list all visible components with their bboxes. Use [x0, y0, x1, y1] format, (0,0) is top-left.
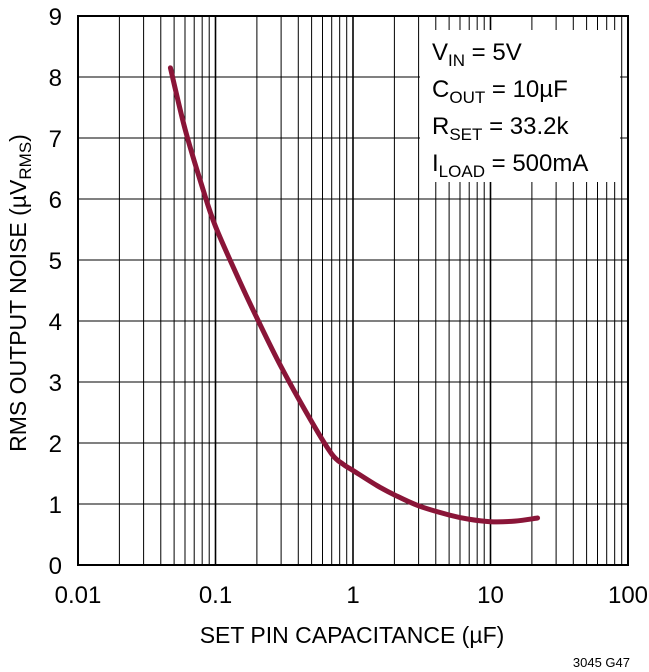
annotation-rset: RSET = 33.2k — [432, 113, 569, 144]
y-tick-label: 3 — [49, 370, 62, 397]
y-tick-label: 7 — [49, 126, 62, 153]
noise-curve — [167, 65, 541, 525]
y-tick-label: 1 — [49, 492, 62, 519]
plot-frame — [77, 15, 629, 566]
y-tick-labels: 0 1 2 3 4 5 6 7 8 9 — [49, 4, 62, 580]
y-axis-title: RMS OUTPUT NOISE (µVRMS) — [5, 134, 35, 452]
x-tick-label: 0.01 — [55, 582, 102, 609]
y-tick-label: 2 — [49, 431, 62, 458]
figure-reference: 3045 G47 — [573, 655, 630, 670]
x-axis-title: SET PIN CAPACITANCE (µF) — [200, 622, 505, 648]
x-tick-label: 10 — [477, 582, 504, 609]
annotation-vin: VIN = 5V — [432, 39, 522, 70]
x-tick-label: 1 — [346, 582, 359, 609]
x-tick-labels: 0.01 0.1 1 10 100 — [55, 582, 648, 609]
x-tick-label: 0.1 — [199, 582, 232, 609]
x-tick-label: 100 — [608, 582, 648, 609]
annotation-cout: COUT = 10µF — [432, 76, 568, 107]
y-tick-label: 6 — [49, 187, 62, 214]
annotation-iload: ILOAD = 500mA — [432, 150, 588, 181]
annotation-box: VIN = 5V COUT = 10µF RSET = 33.2k ILOAD … — [420, 30, 620, 182]
annotation-background — [420, 30, 620, 182]
y-tick-label: 8 — [49, 65, 62, 92]
y-tick-label: 5 — [49, 248, 62, 275]
y-tick-label: 0 — [49, 553, 62, 580]
y-tick-label: 4 — [49, 309, 62, 336]
grid — [77, 15, 628, 566]
y-tick-label: 9 — [49, 4, 62, 31]
